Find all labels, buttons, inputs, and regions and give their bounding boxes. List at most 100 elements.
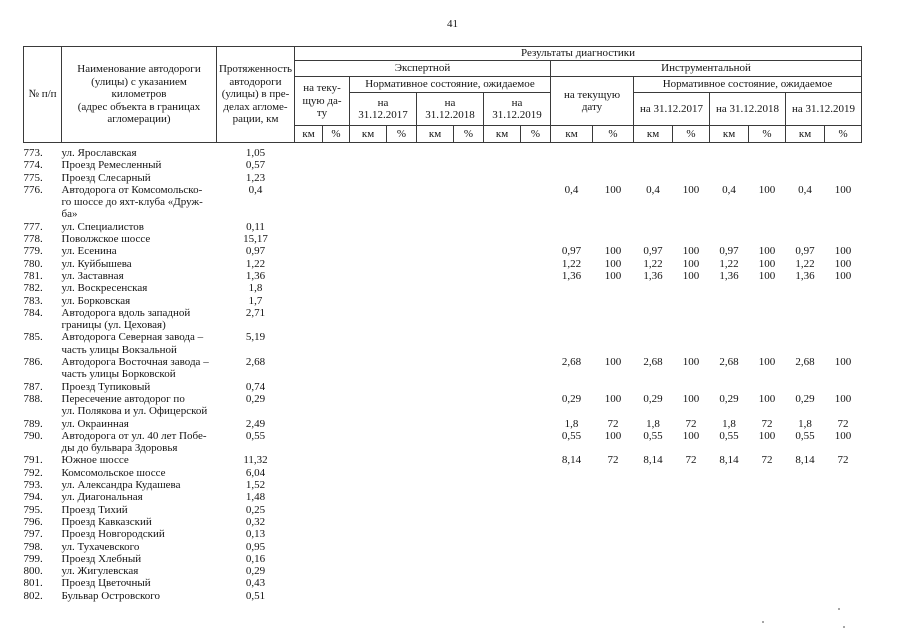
expert-cell xyxy=(417,491,454,503)
instr-cell: 0,4 xyxy=(564,183,579,196)
expert-cell xyxy=(295,295,323,307)
instr-cell xyxy=(673,516,710,528)
expert-cell xyxy=(387,479,417,491)
instr-cell xyxy=(749,331,786,356)
instr-cell xyxy=(673,479,710,491)
instr-cell xyxy=(710,479,749,491)
expert-cell xyxy=(521,565,551,577)
table-body: 773. ул. Ярославская 1,05 774. Проезд Ре… xyxy=(24,143,862,602)
expert-cell xyxy=(350,479,387,491)
instr-cell: 0,97 xyxy=(795,245,815,258)
expert-cell xyxy=(484,270,521,282)
expert-cell xyxy=(417,528,454,540)
instr-cell xyxy=(551,295,593,307)
expert-cell xyxy=(484,541,521,553)
instr-cell xyxy=(710,381,749,393)
diagnostics-table: № п/п Наименование автодороги (улицы) с … xyxy=(23,46,863,602)
row-name: ул. Куйбышева xyxy=(61,257,132,270)
header-results: Результаты диагностики xyxy=(293,46,863,61)
instr-cell xyxy=(749,491,786,503)
expert-cell xyxy=(350,553,387,565)
instr-cell xyxy=(634,143,673,160)
header-km: км xyxy=(550,125,593,143)
row-length: 1,22 xyxy=(245,257,266,270)
row-num: 792. xyxy=(23,466,43,479)
expert-cell xyxy=(295,430,323,455)
instr-cell xyxy=(749,590,786,602)
instr-cell: 100 xyxy=(682,269,700,282)
instr-cell xyxy=(634,172,673,184)
instr-cell xyxy=(786,577,825,589)
expert-cell xyxy=(387,418,417,430)
expert-cell xyxy=(387,295,417,307)
expert-cell xyxy=(484,307,521,332)
instr-cell xyxy=(710,159,749,171)
header-pct: % xyxy=(453,125,484,143)
instr-cell xyxy=(551,331,593,356)
instr-cell xyxy=(634,577,673,589)
instr-cell xyxy=(551,541,593,553)
instr-cell: 72 xyxy=(607,454,619,467)
table-row: 793. ул. Александра Кудашева 1,52 xyxy=(24,479,862,491)
expert-cell xyxy=(350,381,387,393)
instr-cell xyxy=(825,577,862,589)
expert-cell xyxy=(417,467,454,479)
instr-cell: 2,68 xyxy=(643,356,663,369)
instr-cell: 0,97 xyxy=(561,245,582,258)
instr-cell: 0,97 xyxy=(719,245,739,258)
expert-cell xyxy=(417,504,454,516)
expert-cell xyxy=(350,258,387,270)
instr-cell: 0,4 xyxy=(798,183,812,196)
expert-cell xyxy=(454,516,484,528)
expert-cell xyxy=(350,184,387,221)
instr-cell xyxy=(786,504,825,516)
expert-cell xyxy=(350,590,387,602)
instr-cell: 1,22 xyxy=(643,257,663,270)
row-name: Проезд Ремесленный xyxy=(61,159,162,172)
instr-cell xyxy=(673,172,710,184)
instr-cell: 8,14 xyxy=(795,454,815,467)
instr-cell xyxy=(786,565,825,577)
expert-cell xyxy=(350,356,387,381)
expert-cell xyxy=(454,454,484,466)
row-length: 5,19 xyxy=(245,331,266,344)
instr-cell: 100 xyxy=(604,356,622,369)
instr-cell xyxy=(749,307,786,332)
expert-cell xyxy=(295,491,323,503)
expert-cell xyxy=(323,184,350,221)
row-length: 0,74 xyxy=(245,380,266,393)
instr-cell xyxy=(673,577,710,589)
instr-cell xyxy=(634,233,673,245)
expert-cell xyxy=(417,245,454,257)
row-num: 795. xyxy=(23,503,43,516)
row-name: Автодорога Восточная завода – часть улиц… xyxy=(61,356,209,381)
expert-cell xyxy=(454,270,484,282)
expert-cell xyxy=(521,356,551,381)
instr-cell: 8,14 xyxy=(643,454,663,467)
instr-cell: 2,68 xyxy=(719,356,739,369)
expert-cell xyxy=(521,418,551,430)
expert-cell xyxy=(484,504,521,516)
instr-cell xyxy=(786,491,825,503)
expert-cell xyxy=(454,393,484,418)
header-expert-2017: на 31.12.2017 xyxy=(349,92,417,126)
table-row: 776. Автодорога от Комсомольско- го шосс… xyxy=(24,184,862,221)
instr-cell: 100 xyxy=(834,183,852,196)
expert-cell xyxy=(323,430,350,455)
expert-cell xyxy=(323,504,350,516)
instr-cell xyxy=(673,528,710,540)
expert-cell xyxy=(454,331,484,356)
instr-cell xyxy=(825,516,862,528)
expert-cell xyxy=(521,467,551,479)
expert-cell xyxy=(350,331,387,356)
instr-cell xyxy=(710,553,749,565)
row-length: 0,29 xyxy=(245,565,266,578)
row-name: Пересечение автодорог по ул. Полякова и … xyxy=(61,392,208,418)
instr-cell xyxy=(825,467,862,479)
instr-cell xyxy=(551,491,593,503)
expert-cell xyxy=(295,577,323,589)
expert-cell xyxy=(323,331,350,356)
row-length: 0,16 xyxy=(245,552,266,565)
expert-cell xyxy=(295,282,323,294)
expert-cell xyxy=(295,479,323,491)
